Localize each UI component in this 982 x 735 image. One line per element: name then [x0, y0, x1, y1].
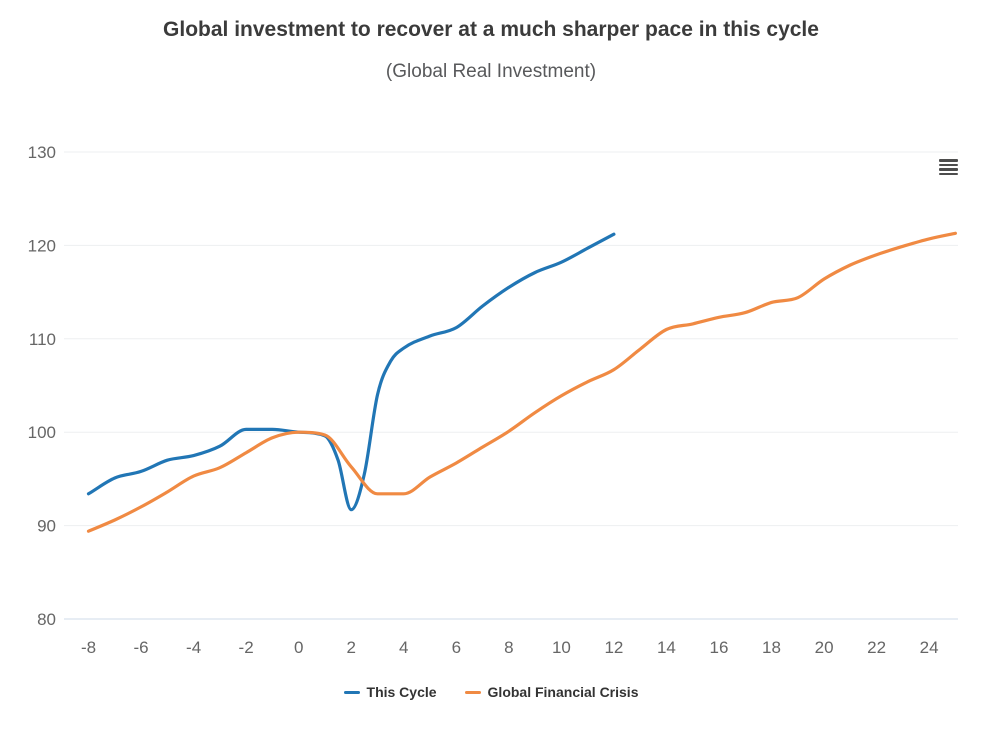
x-axis-tick-label: 16 — [710, 638, 729, 657]
x-axis-tick-label: 0 — [294, 638, 303, 657]
y-axis-tick-label: 110 — [29, 330, 56, 349]
chart-context-menu-button[interactable] — [936, 156, 960, 178]
x-axis-tick-label: 8 — [504, 638, 513, 657]
x-axis-tick-label: 24 — [920, 638, 939, 657]
x-axis-tick-label: 18 — [762, 638, 781, 657]
legend-item-global-financial-crisis[interactable]: Global Financial Crisis — [464, 684, 639, 700]
y-axis-tick-label: 120 — [28, 236, 56, 255]
chart-title: Global investment to recover at a much s… — [163, 18, 819, 41]
legend-item-this-cycle[interactable]: This Cycle — [343, 684, 437, 700]
x-axis-tick-label: 6 — [452, 638, 461, 657]
x-axis-tick-label: 20 — [815, 638, 834, 657]
x-axis-tick-label: 2 — [346, 638, 355, 657]
x-axis-tick-label: -8 — [81, 638, 96, 657]
y-axis-tick-label: 100 — [28, 423, 56, 442]
x-axis-tick-label: 14 — [657, 638, 676, 657]
y-axis-tick-label: 90 — [37, 517, 56, 536]
legend-swatch-global-financial-crisis — [464, 690, 481, 694]
legend-swatch-this-cycle — [343, 690, 360, 694]
x-axis-tick-label: 22 — [867, 638, 886, 657]
x-axis-tick-label: 4 — [399, 638, 408, 657]
x-axis-tick-label: -4 — [186, 638, 201, 657]
legend-label-global-financial-crisis: Global Financial Crisis — [487, 684, 639, 700]
series-line-this-cycle[interactable] — [86, 232, 616, 512]
legend-label-this-cycle: This Cycle — [366, 684, 437, 700]
x-axis-tick-label: -2 — [239, 638, 254, 657]
hamburger-icon — [938, 159, 958, 162]
y-axis-tick-label: 130 — [28, 143, 56, 162]
series-line-global-financial-crisis[interactable] — [86, 231, 957, 533]
x-axis-tick-label: -6 — [133, 638, 148, 657]
chart-subtitle: (Global Real Investment) — [385, 61, 597, 82]
y-axis-tick-label: 80 — [37, 610, 56, 629]
legend: This Cycle Global Financial Crisis — [0, 684, 982, 700]
x-axis-tick-label: 10 — [552, 638, 571, 657]
x-axis-tick-label: 12 — [604, 638, 623, 657]
